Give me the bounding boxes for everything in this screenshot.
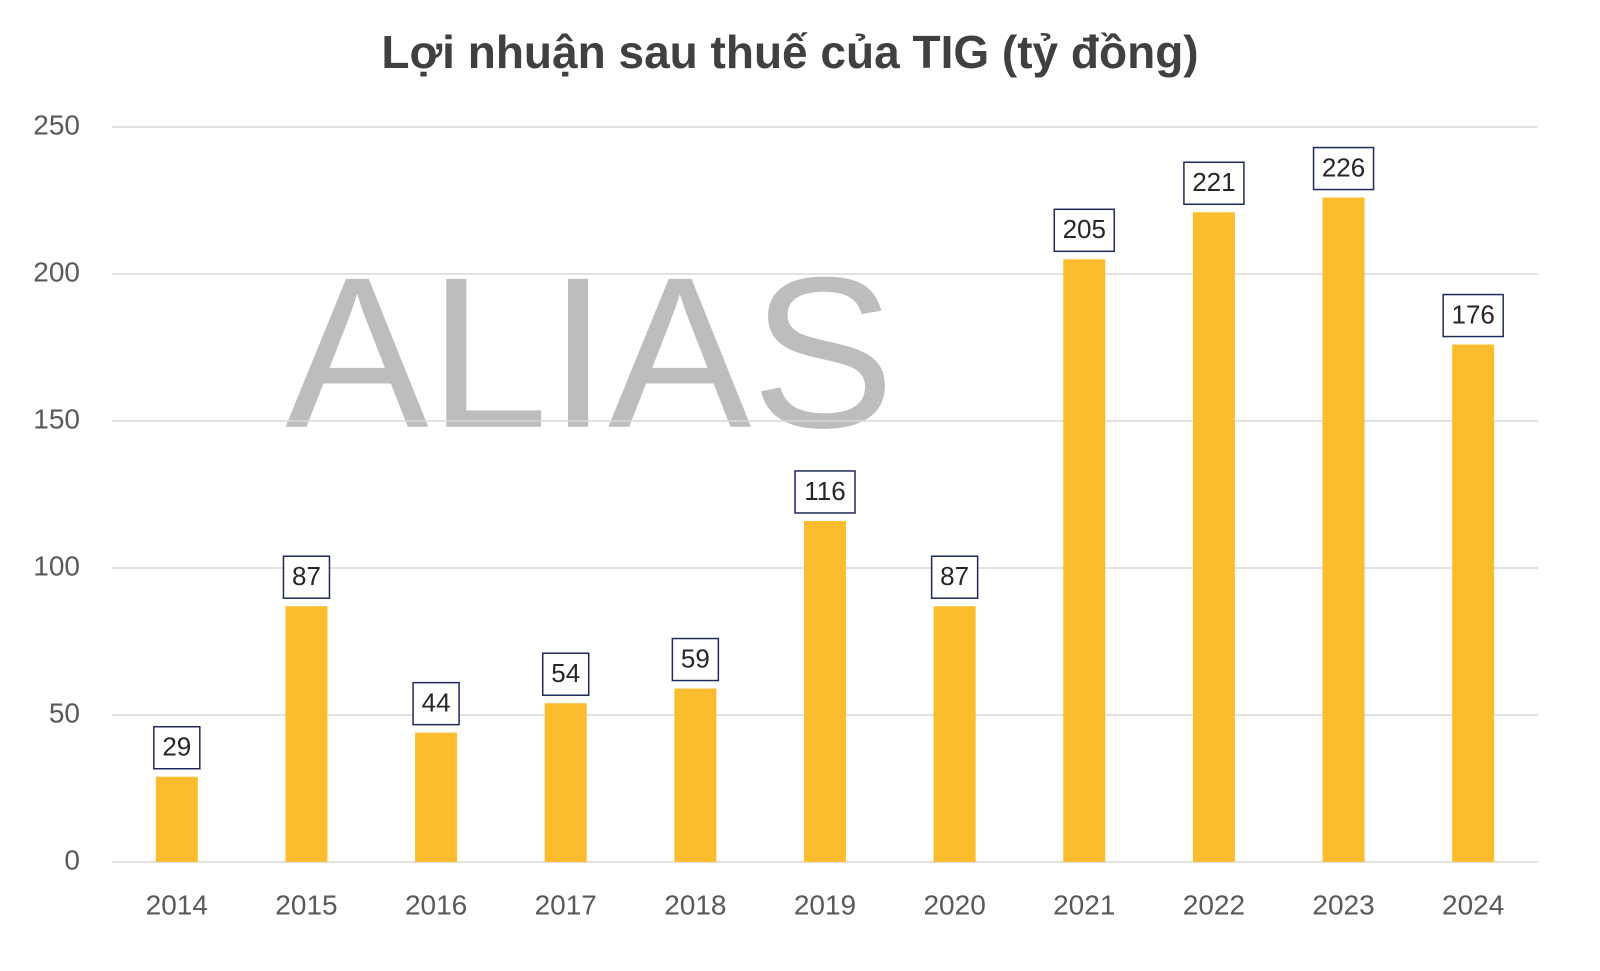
value-label: 54 (551, 658, 580, 688)
value-label: 87 (292, 561, 321, 591)
bar (1452, 344, 1495, 862)
y-tick-label: 50 (49, 697, 80, 728)
value-label-box (412, 681, 460, 726)
bar (1322, 197, 1365, 862)
value-label-box (153, 725, 201, 770)
watermark: ALIAS (285, 232, 895, 473)
value-label: 205 (1063, 214, 1106, 244)
value-label-box (1312, 146, 1375, 191)
value-label-box (671, 637, 720, 682)
value-label-box (282, 555, 331, 599)
y-tick-label: 250 (33, 109, 80, 140)
y-tick-label: 100 (33, 550, 80, 581)
x-tick-label: 2018 (664, 889, 726, 920)
bar (155, 776, 198, 862)
value-label: 116 (804, 476, 845, 506)
bar (285, 606, 328, 862)
value-label-box (541, 652, 590, 696)
x-tick-label: 2024 (1442, 889, 1504, 920)
chart-title: Lợi nhuận sau thuế của TIG (tỷ đồng) (381, 26, 1198, 78)
x-tick-label: 2017 (535, 889, 597, 920)
x-tick-label: 2015 (275, 889, 337, 920)
value-label-box (1183, 161, 1245, 206)
value-label-box (1053, 208, 1116, 253)
value-label: 176 (1451, 299, 1494, 329)
x-tick-label: 2016 (405, 889, 467, 920)
x-tick-label: 2023 (1312, 889, 1374, 920)
value-label: 29 (162, 732, 191, 762)
bar (415, 732, 458, 862)
value-label: 59 (681, 643, 710, 673)
value-label: 44 (422, 688, 451, 718)
value-label-box (1442, 293, 1504, 338)
value-label: 226 (1322, 152, 1365, 182)
y-tick-label: 0 (64, 844, 80, 875)
x-tick-label: 2019 (794, 889, 856, 920)
bar (1063, 259, 1106, 862)
value-label: 87 (940, 561, 969, 591)
bar (804, 520, 846, 862)
value-label: 221 (1192, 167, 1235, 197)
bar (544, 703, 587, 862)
bar (1192, 212, 1235, 862)
x-tick-label: 2020 (923, 889, 985, 920)
y-tick-label: 200 (33, 256, 80, 287)
x-tick-label: 2014 (146, 889, 208, 920)
value-label-box (930, 555, 979, 599)
y-tick-label: 150 (33, 403, 80, 434)
x-tick-label: 2021 (1053, 889, 1115, 920)
value-label-box (794, 470, 856, 514)
bar (674, 688, 717, 862)
bar (933, 606, 976, 862)
x-tick-label: 2022 (1183, 889, 1245, 920)
